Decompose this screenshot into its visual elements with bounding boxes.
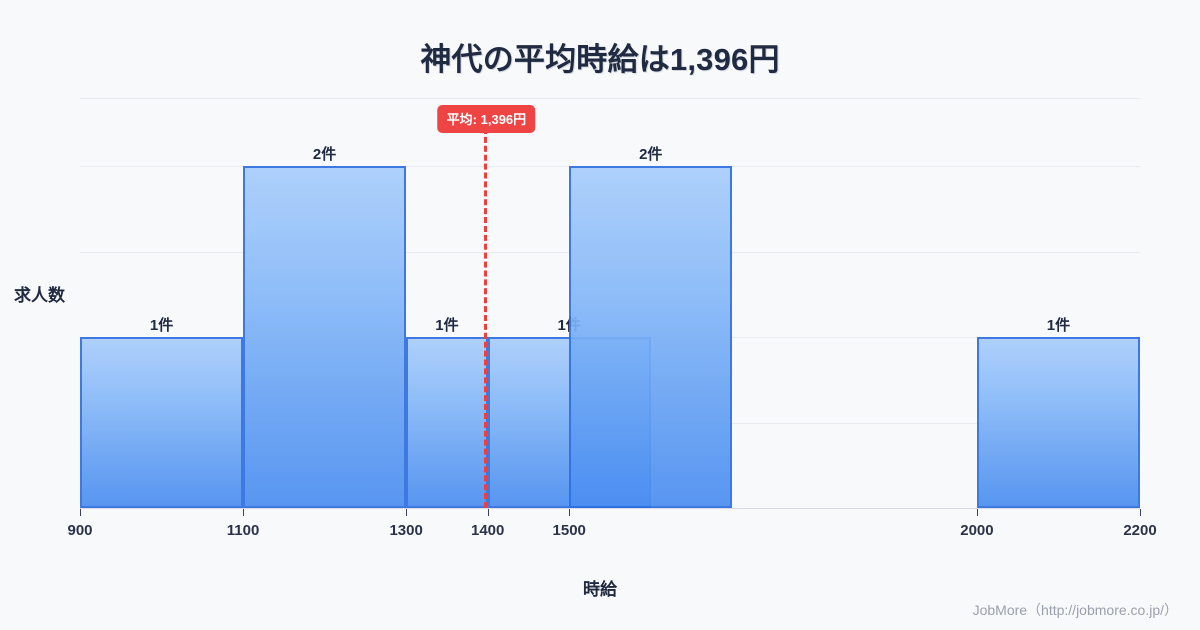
x-axis-tick xyxy=(976,509,978,516)
bar[interactable] xyxy=(80,337,244,508)
bar-value-label: 1件 xyxy=(435,317,459,335)
bar[interactable] xyxy=(243,166,407,508)
x-axis-tick-label: 1300 xyxy=(389,522,423,539)
bar-value-label: 2件 xyxy=(312,146,337,164)
bar[interactable] xyxy=(406,337,488,508)
x-axis-tick-label: 2000 xyxy=(960,522,994,539)
bar-value-label: 1件 xyxy=(1046,317,1071,335)
bar[interactable] xyxy=(569,166,733,508)
average-line xyxy=(484,128,488,508)
x-axis-tick-label: 1100 xyxy=(226,522,260,539)
plot-area: 1件2件1件1件2件1件 xyxy=(80,98,1140,508)
y-axis-title: 求人数 xyxy=(14,286,65,305)
page-title: 神代の平均時給は1,396円 xyxy=(420,42,780,77)
x-axis-title: 時給 xyxy=(583,580,617,599)
x-axis-tick xyxy=(487,509,489,516)
bar-value-label: 1件 xyxy=(149,317,174,335)
average-badge: 平均: 1,396円 xyxy=(437,105,536,133)
x-axis-tick xyxy=(80,509,81,516)
x-axis-baseline xyxy=(80,508,1140,509)
x-axis-tick xyxy=(406,509,408,516)
bar[interactable] xyxy=(976,337,1140,508)
gridline xyxy=(80,98,1140,99)
watermark: JobMore（http://jobmore.co.jp/） xyxy=(972,602,1178,618)
x-axis-tick xyxy=(243,509,245,516)
x-axis-tick xyxy=(569,509,571,516)
x-axis-tick-label: 1500 xyxy=(552,522,586,539)
x-axis-tick-label: 900 xyxy=(67,522,93,539)
x-axis-tick xyxy=(1140,509,1141,516)
x-axis-tick-label: 2200 xyxy=(1123,522,1157,539)
x-axis-tick-label: 1400 xyxy=(471,522,505,539)
bar-value-label: 2件 xyxy=(639,146,663,164)
